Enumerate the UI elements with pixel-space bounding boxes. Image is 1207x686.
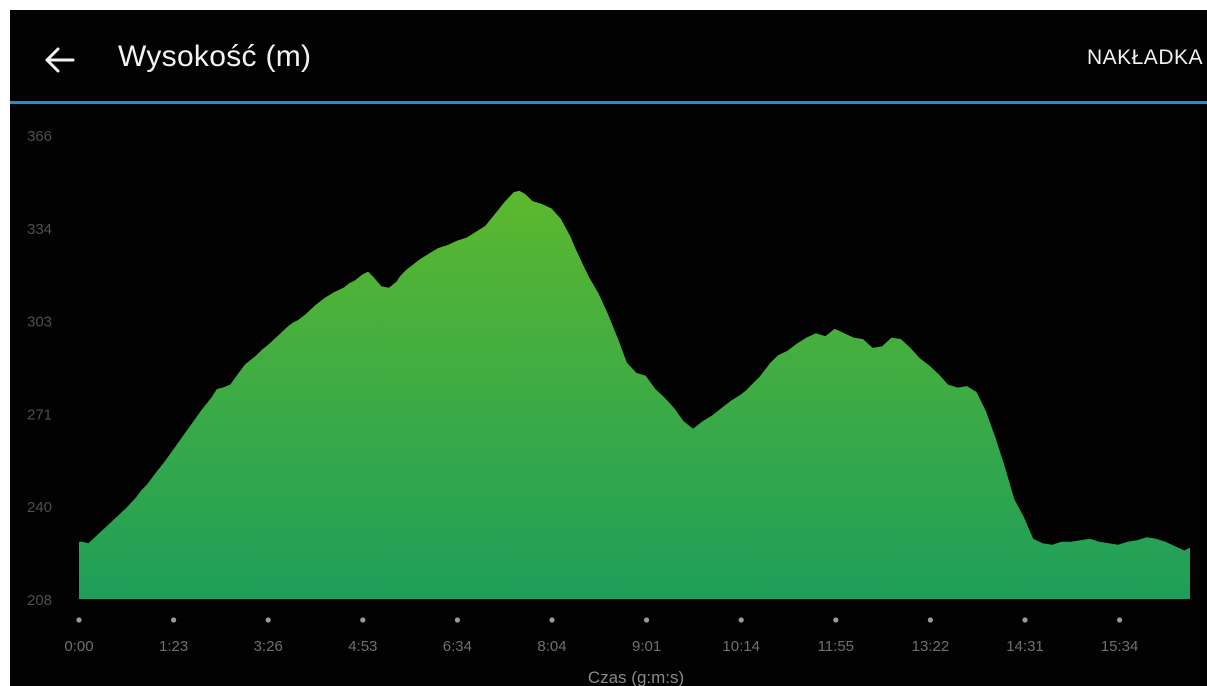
x-tick-dot [738, 617, 744, 623]
y-tick-label: 271 [27, 406, 52, 423]
elevation-area [79, 190, 1190, 600]
x-tick-label: 14:31 [1006, 638, 1044, 655]
x-tick-label: 15:34 [1101, 638, 1139, 655]
x-tick-label: 8:04 [537, 638, 566, 655]
x-tick-label: 3:26 [254, 638, 283, 655]
y-tick-label: 208 [27, 592, 52, 609]
x-axis-label: Czas (g:m:s) [588, 668, 684, 686]
x-tick-dot [171, 617, 177, 623]
x-tick-label: 6:34 [443, 638, 472, 655]
overlay-button[interactable]: NAKŁADKA [1086, 46, 1203, 69]
x-tick-label: 4:53 [348, 638, 377, 655]
x-tick-dot [76, 617, 82, 623]
x-tick-label: 0:00 [64, 638, 93, 655]
x-tick-dot [1117, 617, 1123, 623]
arrow-left-icon [45, 47, 75, 73]
y-tick-label: 366 [27, 128, 52, 145]
y-tick-label: 240 [27, 499, 52, 516]
app-screen: Wysokość (m) NAKŁADKA 366 334 303 271 240 208… [10, 10, 1207, 686]
x-tick-dot [833, 617, 839, 623]
x-tick-dot [1022, 617, 1028, 623]
x-tick-dot [360, 617, 366, 623]
y-tick-label: 303 [27, 314, 52, 331]
x-tick-dot [927, 617, 934, 623]
x-tick-label: 9:01 [632, 638, 661, 655]
elevation-chart: 366 334 303 271 240 208 0:00 1:23 3:26 4:53 6:34 8… [27, 128, 1190, 686]
x-axis-ticks: 0:00 1:23 3:26 4:53 6:34 8:04 9:01 10:14 11:55 13… [64, 617, 1138, 655]
y-tick-label: 334 [27, 221, 52, 238]
x-tick-dot [644, 617, 650, 623]
x-tick-dot [265, 617, 271, 623]
x-tick-label: 10:14 [722, 638, 760, 655]
y-axis-ticks: 366 334 303 271 240 208 [27, 128, 52, 609]
back-button[interactable] [40, 40, 80, 80]
x-tick-label: 11:55 [818, 638, 854, 655]
x-tick-dot [549, 617, 555, 623]
app-bar: Wysokość (m) NAKŁADKA [10, 10, 1207, 101]
page-title: Wysokość (m) [118, 40, 312, 73]
x-tick-label: 13:22 [912, 638, 950, 655]
accent-divider [10, 101, 1207, 104]
x-tick-label: 1:23 [159, 638, 188, 655]
x-tick-dot [454, 617, 460, 623]
